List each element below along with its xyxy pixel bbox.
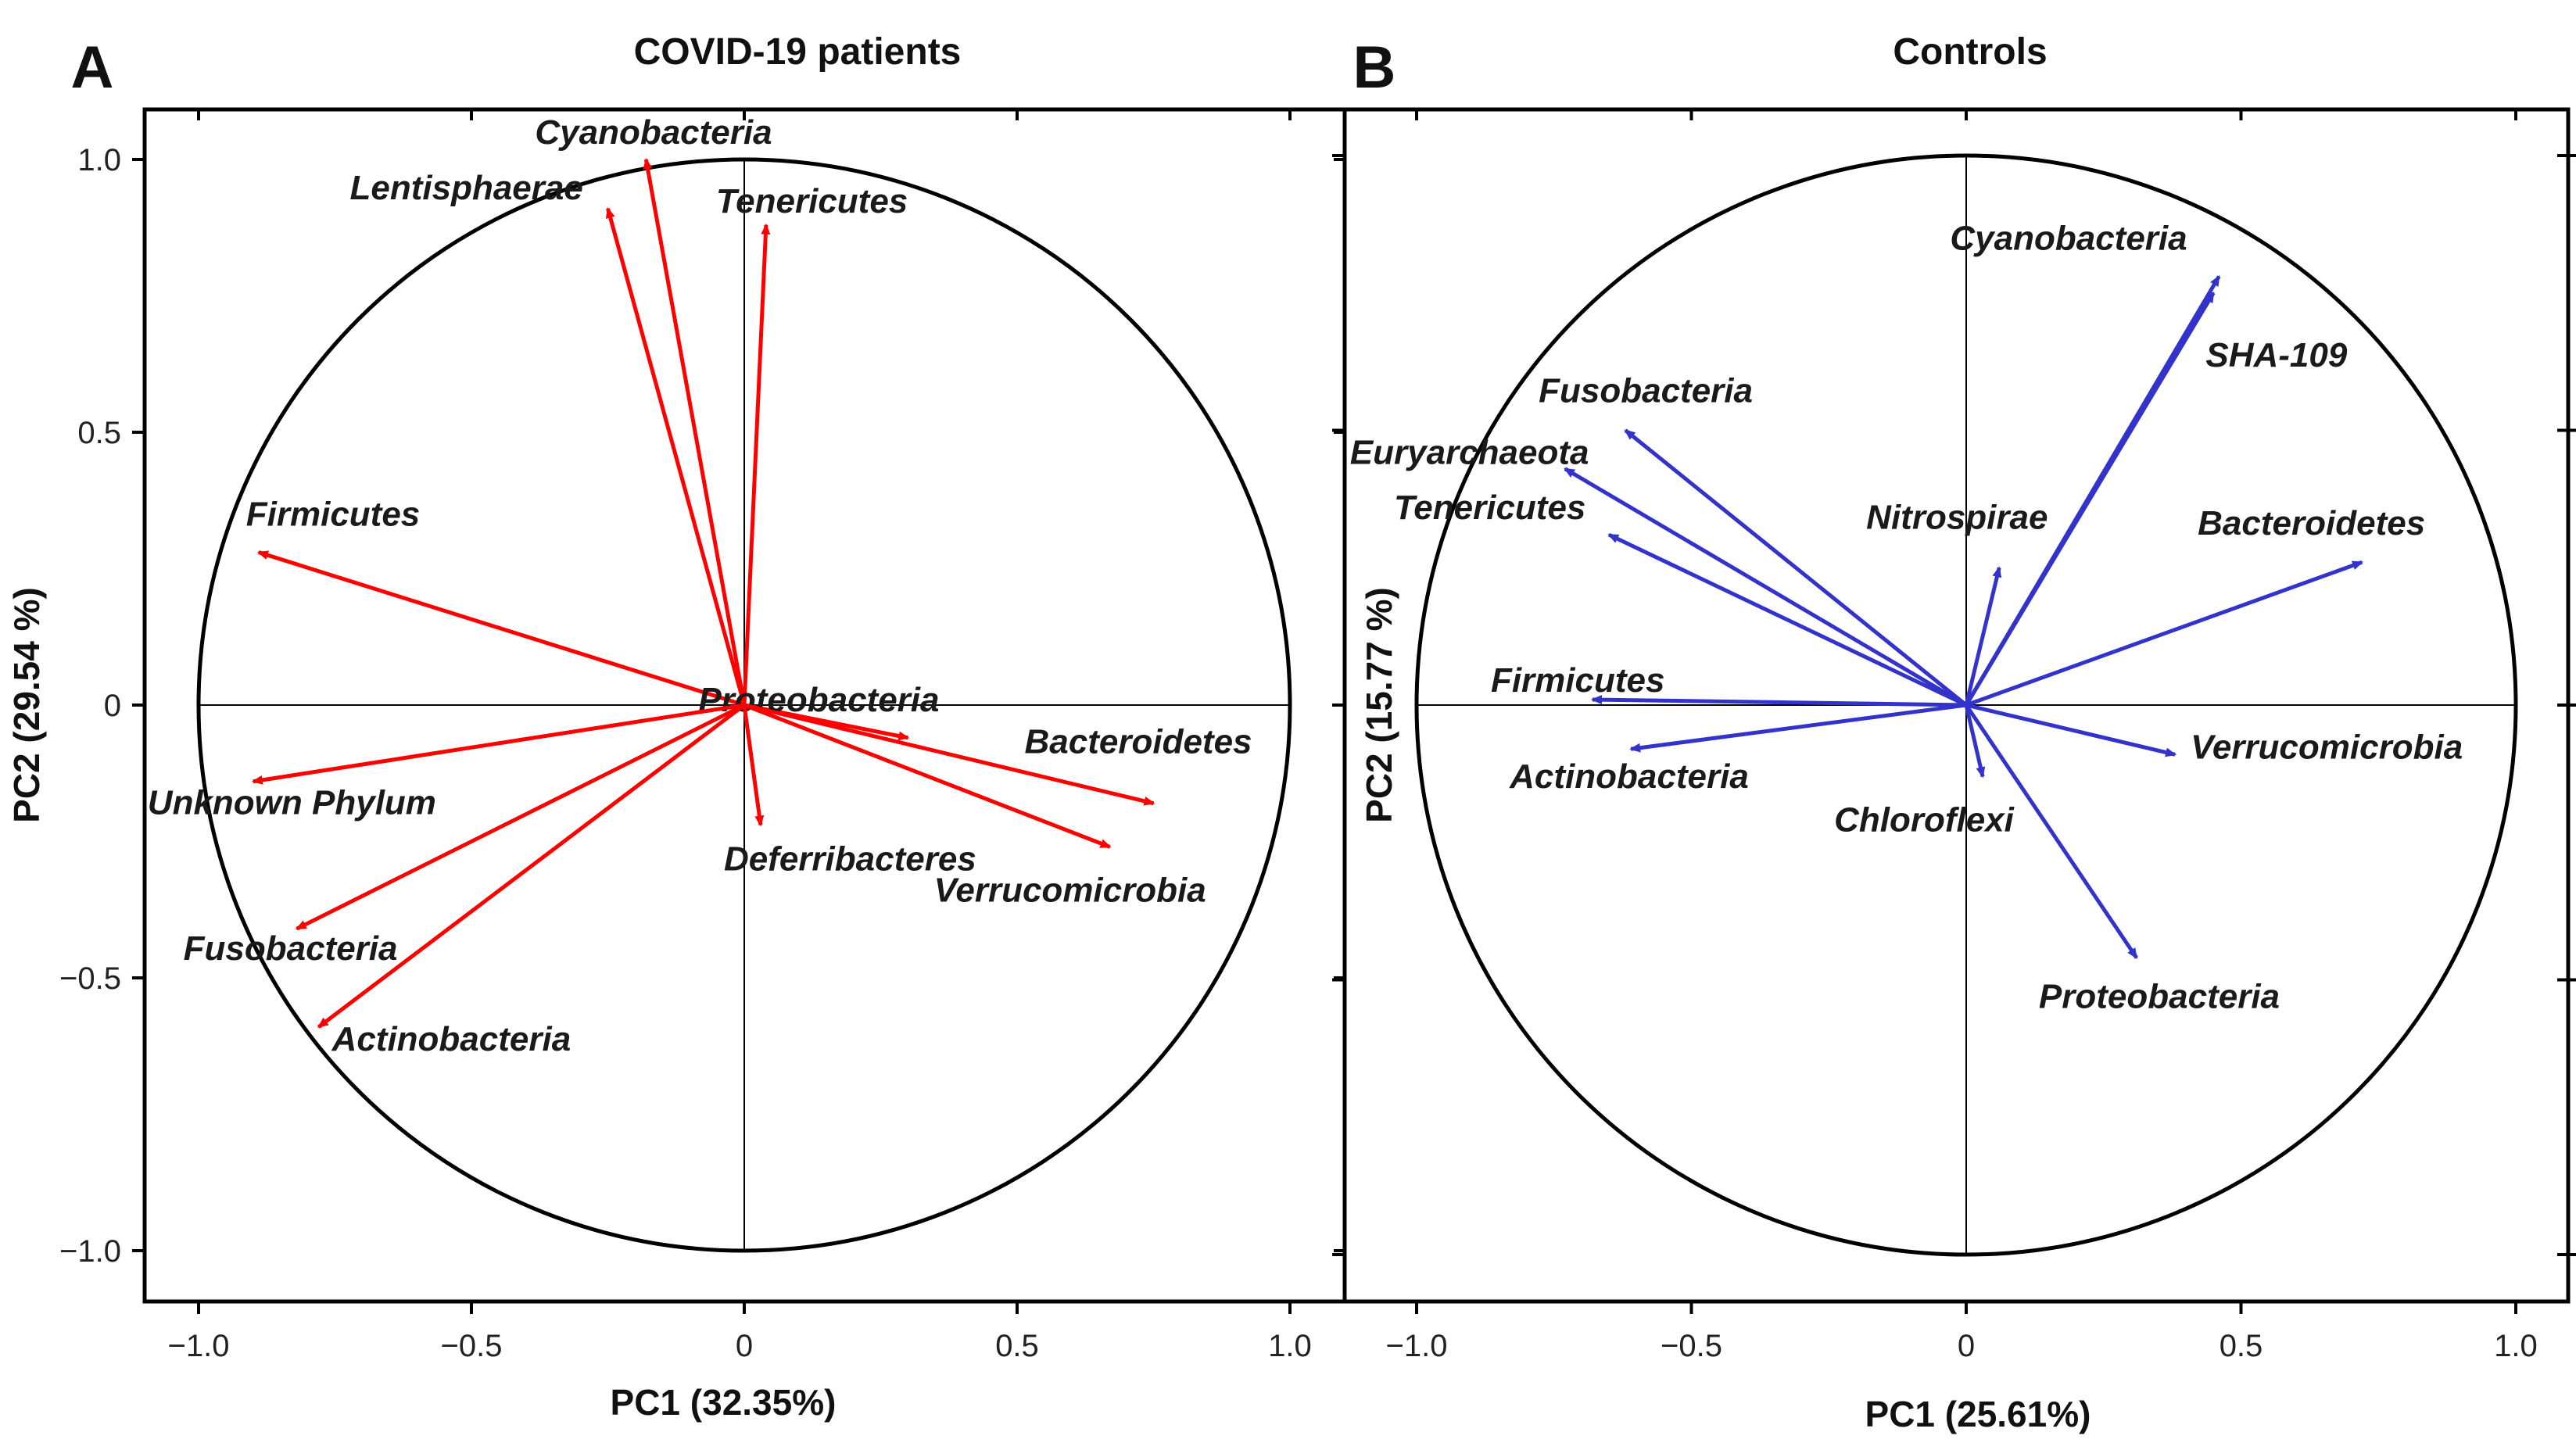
vector-fusobacteria — [295, 703, 746, 931]
vector-label-proteobacteria: Proteobacteria — [2039, 977, 2280, 1015]
vector-label-actinobacteria: Actinobacteria — [331, 1020, 571, 1058]
x-tick-label: 0 — [736, 1329, 753, 1363]
vector-tenericutes — [742, 223, 771, 706]
x-tick-label: 0.5 — [2220, 1329, 2263, 1363]
x-tick-label: 1.0 — [1268, 1329, 1312, 1363]
vector-label-nitrospirae: Nitrospirae — [1866, 498, 2048, 536]
vector-label-tenericutes: Tenericutes — [716, 182, 908, 220]
x-tick-label: −1.0 — [1386, 1329, 1448, 1363]
vector-label-firmicutes: Firmicutes — [1491, 661, 1665, 700]
x-tick-label: −1.0 — [168, 1329, 230, 1363]
x-tick-label: 0 — [1958, 1329, 1975, 1363]
x-axis-title: PC1 (25.61%) — [1865, 1394, 2091, 1434]
vector-chloroflexi — [1964, 704, 1986, 779]
panel-title: Controls — [1893, 31, 2047, 73]
panel-b: −1.0 −0.5 0 0.5 1.0 Cyanobacteria SHA-109 Fusob… — [1332, 31, 2576, 1434]
vector-label-proteobacteria: Proteobacteria — [698, 681, 939, 719]
y-tick-label: 0 — [104, 689, 121, 723]
vector-label-chloroflexi: Chloroflexi — [1834, 800, 2015, 839]
panel-letter: B — [1353, 34, 1396, 101]
x-tick-label: −0.5 — [441, 1329, 503, 1363]
y-axis-title: PC2 (29.54 %) — [6, 587, 47, 823]
vector-verrucomicrobia — [1965, 703, 2177, 757]
vector-label-unknown-phylum: Unknown Phylum — [148, 784, 436, 822]
vector-unknown-phylum — [251, 703, 745, 785]
vector-verrucomicrobia — [743, 703, 1112, 849]
y-tick-label: −0.5 — [59, 961, 121, 996]
y-tick-label: 0.5 — [77, 416, 121, 450]
vector-deferribacteres — [742, 704, 765, 827]
vector-label-verrucomicrobia: Verrucomicrobia — [934, 871, 1206, 909]
vector-label-fusobacteria: Fusobacteria — [184, 929, 398, 968]
vector-tenericutes — [1607, 532, 1968, 707]
vector-label-verrucomicrobia: Verrucomicrobia — [2191, 728, 2463, 766]
vector-label-euryarchaeota: Euryarchaeota — [1350, 434, 1589, 472]
vector-bacteroidetes — [743, 703, 1155, 806]
vector-proteobacteria — [1964, 704, 2139, 960]
panel-title: COVID-19 patients — [634, 31, 962, 73]
y-axis-title: PC2 (15.77 %) — [1359, 587, 1399, 823]
vector-label-sha-109: SHA-109 — [2205, 336, 2347, 374]
vector-euryarchaeota — [1564, 467, 1968, 707]
vector-sha-109 — [1964, 292, 2216, 707]
vector-firmicutes — [256, 550, 745, 707]
vector-label-cyanobacteria: Cyanobacteria — [1950, 220, 2187, 258]
vector-label-cyanobacteria: Cyanobacteria — [535, 113, 772, 152]
panel-a: −1.0 −0.5 0 0.5 1.0 −1.0 −0.5 0 0.5 1.0 Cyanobacte… — [6, 31, 1347, 1423]
vector-label-deferribacteres: Deferribacteres — [724, 840, 976, 879]
vector-label-bacteroidetes: Bacteroidetes — [1025, 723, 1252, 761]
x-tick-label: 1.0 — [2494, 1329, 2538, 1363]
x-axis-title: PC1 (32.35%) — [611, 1382, 837, 1423]
vector-lentisphaerae — [605, 206, 747, 706]
vector-label-firmicutes: Firmicutes — [246, 496, 421, 534]
y-tick-label: −1.0 — [59, 1234, 121, 1269]
vector-firmicutes — [1590, 695, 1967, 707]
vector-cyanobacteria — [643, 158, 747, 706]
vector-label-bacteroidetes: Bacteroidetes — [2198, 504, 2425, 542]
vector-label-tenericutes: Tenericutes — [1394, 489, 1585, 527]
vector-label-lentisphaerae: Lentisphaerae — [350, 169, 583, 207]
vector-actinobacteria — [317, 704, 746, 1029]
panel-letter: A — [71, 34, 114, 101]
vector-bacteroidetes — [1965, 560, 2364, 707]
vector-nitrospirae — [1964, 566, 2002, 706]
vector-label-actinobacteria: Actinobacteria — [1509, 757, 1749, 796]
vector-actinobacteria — [1629, 703, 1967, 753]
y-tick-label: 1.0 — [77, 143, 121, 177]
vector-fusobacteria — [1624, 428, 1968, 707]
x-tick-label: 0.5 — [995, 1329, 1039, 1363]
vector-label-fusobacteria: Fusobacteria — [1539, 372, 1753, 410]
x-tick-label: −0.5 — [1661, 1329, 1722, 1363]
